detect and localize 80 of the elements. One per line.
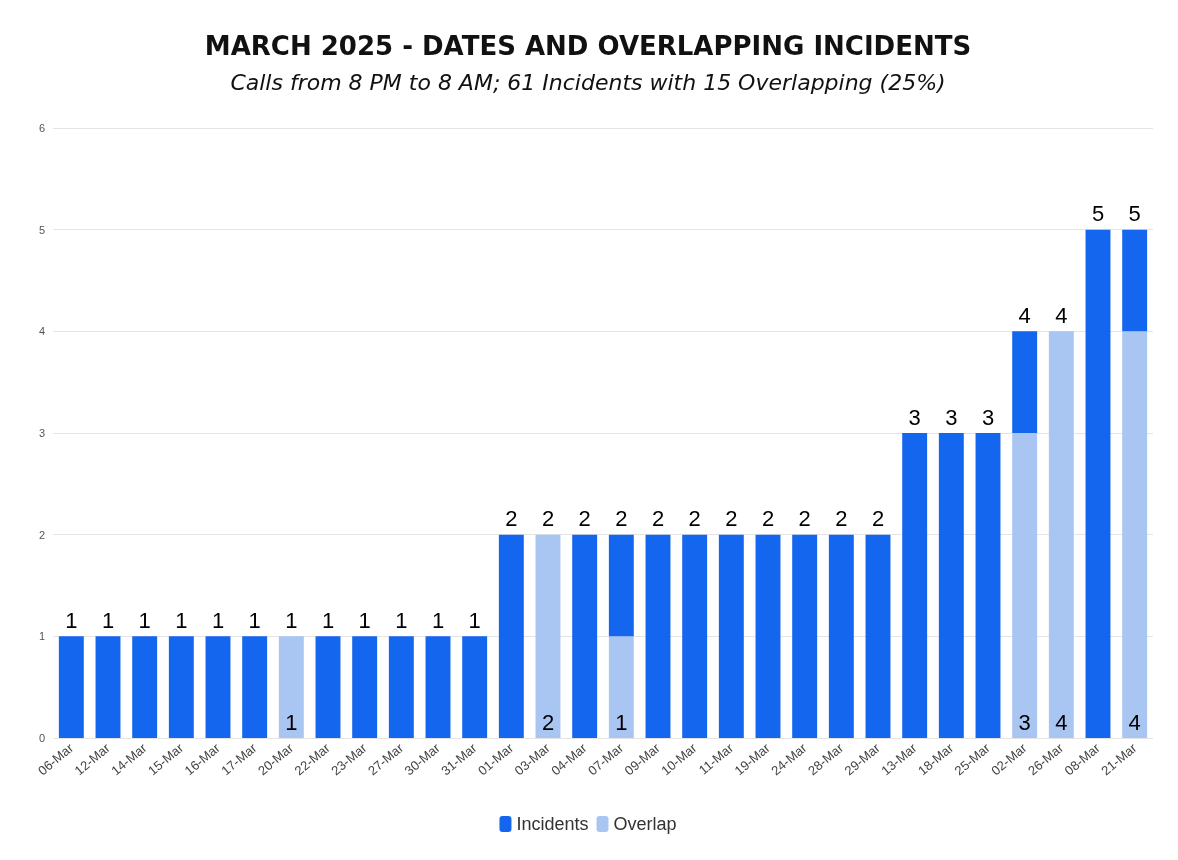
- data-label: 4: [1128, 709, 1141, 735]
- total-label: 2: [505, 506, 518, 532]
- bar: [608, 636, 634, 738]
- y-tick-label: 3: [38, 427, 45, 439]
- legend-label: Incidents: [516, 814, 589, 834]
- bar: [95, 636, 121, 738]
- total-label: 1: [321, 607, 335, 633]
- bar: [315, 636, 341, 738]
- total-label: 1: [138, 607, 151, 633]
- total-label: 2: [725, 506, 738, 532]
- bar: [828, 534, 854, 738]
- bar: [938, 433, 964, 738]
- y-tick-label: 6: [38, 122, 45, 134]
- data-label: 1: [285, 709, 298, 735]
- total-label: 2: [688, 506, 701, 532]
- total-label: 1: [65, 607, 78, 633]
- total-label: 5: [1128, 201, 1141, 227]
- total-label: 2: [615, 506, 628, 532]
- data-label: 3: [1018, 709, 1031, 735]
- chart-title: MARCH 2025 - DATES AND OVERLAPPING INCIDENTS: [204, 31, 972, 61]
- bar: [608, 534, 634, 637]
- total-label: 1: [248, 607, 261, 633]
- bar: [132, 636, 158, 738]
- bar: [205, 636, 231, 738]
- bar: [1122, 331, 1148, 738]
- total-label: 5: [1091, 201, 1105, 227]
- bar: [1122, 229, 1148, 332]
- total-label: 2: [578, 506, 591, 532]
- bar: [902, 433, 928, 738]
- data-label: 2: [541, 709, 555, 735]
- bar: [425, 636, 451, 738]
- total-label: 2: [651, 506, 665, 532]
- total-label: 4: [1055, 302, 1068, 328]
- total-label: 1: [431, 607, 445, 633]
- data-label: 1: [615, 709, 628, 735]
- total-label: 1: [101, 607, 115, 633]
- total-label: 2: [798, 506, 811, 532]
- total-label: 2: [761, 506, 775, 532]
- bar: [1085, 229, 1111, 738]
- bar: [975, 433, 1001, 738]
- bar: [498, 534, 524, 738]
- bar: [388, 636, 414, 738]
- bar: [1012, 433, 1038, 738]
- total-label: 1: [358, 607, 371, 633]
- y-tick-label: 0: [38, 732, 45, 744]
- bar: [462, 636, 488, 738]
- bar: [865, 534, 891, 738]
- y-tick-label: 5: [38, 223, 45, 236]
- bar: [242, 636, 268, 738]
- bar: [278, 636, 304, 738]
- total-label: 2: [835, 506, 848, 532]
- bar: [645, 534, 671, 738]
- bar: [352, 636, 378, 738]
- y-tick-label: 1: [38, 630, 45, 643]
- total-label: 3: [945, 404, 958, 430]
- total-label: 3: [981, 404, 995, 430]
- bar: [1048, 331, 1074, 738]
- chart-subtitle: Calls from 8 PM to 8 AM; 61 Incidents with 15 Overlapping (25%): [230, 69, 946, 95]
- bar: [535, 534, 561, 738]
- bar: [755, 534, 781, 738]
- bar: [1012, 331, 1038, 433]
- legend-label: Overlap: [613, 814, 677, 834]
- y-tick-label: 2: [38, 528, 45, 541]
- bar: [682, 534, 708, 738]
- bar: [58, 636, 84, 738]
- total-label: 1: [395, 607, 408, 633]
- bar: [168, 636, 194, 738]
- total-label: 4: [1018, 302, 1031, 328]
- bar: [792, 534, 818, 738]
- bar: [572, 534, 598, 738]
- bar: [718, 534, 744, 738]
- total-label: 2: [871, 506, 885, 532]
- total-label: 1: [175, 607, 188, 633]
- total-label: 3: [908, 404, 921, 430]
- total-label: 1: [285, 607, 298, 633]
- total-label: 2: [541, 506, 555, 532]
- total-label: 1: [468, 607, 481, 633]
- data-label: 4: [1055, 709, 1068, 735]
- y-tick-label: 4: [38, 325, 45, 338]
- total-label: 1: [211, 607, 225, 633]
